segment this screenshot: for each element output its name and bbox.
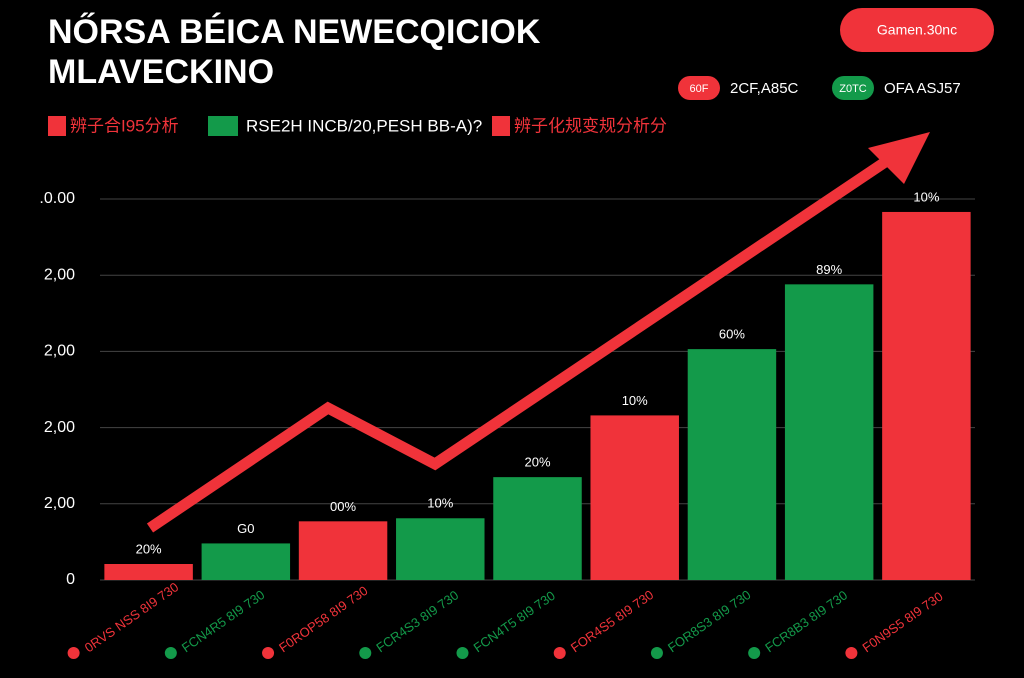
badge-tag: Z0TC [839, 83, 867, 95]
bar [590, 415, 679, 580]
bar [396, 518, 485, 580]
chart-subtitle: MLAVECKINO [48, 53, 274, 91]
category-dot [748, 647, 761, 659]
bar-annotation: 10% [913, 189, 939, 204]
trend-arrow [146, 147, 904, 533]
legend-label: 辨子化规变规分析分 [514, 116, 667, 135]
bar [493, 477, 582, 580]
legend-swatch [492, 116, 510, 136]
button-bg[interactable] [840, 8, 994, 52]
bar [784, 284, 874, 580]
category-dot [164, 647, 177, 659]
bar-annotation: 20% [136, 541, 162, 556]
bar [687, 349, 777, 580]
bar-annotation: 10% [427, 496, 453, 511]
bar-annotation: 00% [330, 499, 356, 514]
bar [882, 211, 971, 581]
arrow-head [868, 132, 930, 184]
category-dot [456, 647, 469, 659]
badge [678, 76, 720, 100]
category-dot [845, 647, 858, 659]
bar-annotation: 89% [816, 262, 842, 277]
legend-label: 辨子合I95分析 [70, 116, 179, 135]
y-tick-label: 2,00 [44, 343, 75, 360]
y-tick-label: .0.00 [39, 190, 75, 207]
y-tick-label: 2,00 [44, 266, 75, 283]
y-tick-label: 2,00 [44, 419, 75, 436]
y-tick-label: 2,00 [44, 495, 75, 512]
legend-swatch [48, 116, 66, 136]
bar-annotation: 60% [719, 327, 745, 342]
button[interactable]: Gamen.30nc [840, 8, 994, 52]
badge-text: OFA ASJ57 [884, 80, 961, 97]
bar [201, 543, 291, 580]
y-tick-label: 0 [66, 571, 75, 588]
bar-annotation: 10% [622, 393, 648, 408]
category-dot [650, 647, 663, 659]
badge [832, 76, 874, 100]
legend-swatch [208, 116, 238, 136]
category-dot [359, 647, 372, 659]
button-label[interactable]: Gamen.30nc [877, 22, 957, 38]
badge-text: 2CF,A85C [730, 80, 799, 97]
bar-annotation: 20% [524, 455, 550, 470]
bar-annotation: G0 [237, 521, 254, 536]
chart-title: NŐRSA BÉICA NEWECQICIOK [48, 13, 541, 51]
category-dot [262, 647, 275, 659]
badge-tag: 60F [690, 83, 709, 95]
legend-label: RSE2H INCB/20,PESH BB-A)? [246, 116, 482, 135]
category-dot [553, 647, 566, 659]
bar [104, 563, 193, 580]
category-dot [67, 647, 80, 659]
bar [298, 521, 388, 580]
